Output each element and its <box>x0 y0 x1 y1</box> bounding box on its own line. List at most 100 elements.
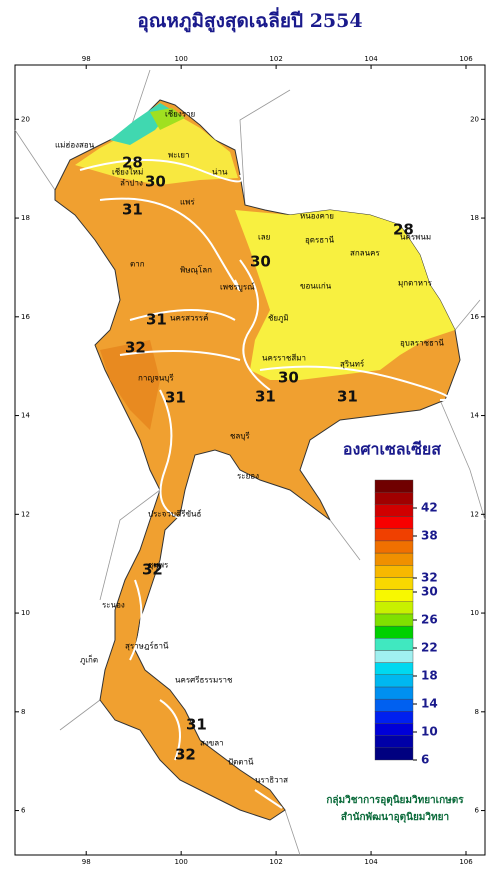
legend-swatch <box>374 540 414 554</box>
contour-label: 31 <box>146 311 167 329</box>
y-tick-label: 18 <box>470 214 479 222</box>
province: นครพนม <box>400 233 431 242</box>
contour-label: 31 <box>165 389 186 407</box>
x-tick-label: 104 <box>364 858 378 866</box>
province: อุบลราชธานี <box>400 339 444 348</box>
province: พิษณุโลก <box>180 265 212 275</box>
contour-label: 28 <box>393 221 414 239</box>
legend-label: 26 <box>421 613 438 627</box>
legend-swatch <box>374 601 414 615</box>
y-tick-label: 10 <box>21 609 30 617</box>
legend-swatch <box>374 565 414 578</box>
province: เชียงราย <box>165 110 195 119</box>
contour-label: 28 <box>122 154 143 172</box>
legend-swatch <box>374 625 414 639</box>
contour-label: 30 <box>278 369 299 387</box>
x-tick-label: 104 <box>364 55 378 63</box>
province: ชุมพร <box>148 561 169 570</box>
legend-label: 38 <box>421 529 438 543</box>
legend-label: 30 <box>421 585 438 599</box>
legend-title: องศาเซลเซียส <box>343 440 441 459</box>
x-tick-label: 98 <box>82 858 91 866</box>
province: ลำปาง <box>120 179 143 188</box>
province: แม่ฮ่องสอน <box>55 141 95 150</box>
y-tick-label: 16 <box>21 313 30 321</box>
contour-label: 32 <box>125 339 146 357</box>
province: สกลนคร <box>350 249 380 258</box>
y-tick-label: 12 <box>470 510 479 518</box>
legend-swatch <box>374 674 414 688</box>
province: หนองคาย <box>300 212 334 221</box>
y-tick-label: 6 <box>475 807 480 815</box>
legend-swatch <box>374 479 414 493</box>
legend-swatch <box>374 747 414 761</box>
province: ขอนแก่น <box>300 282 332 291</box>
province: เลย <box>258 233 270 242</box>
province: ระนอง <box>102 601 125 610</box>
contour-label: 32 <box>175 746 196 764</box>
legend-swatch <box>374 711 414 724</box>
y-tick-label: 12 <box>21 510 30 518</box>
y-tick-label: 18 <box>21 214 30 222</box>
province: กาญจนบุรี <box>138 374 174 383</box>
map-title: อุณหภูมิสูงสุดเฉลี่ยปี 2554 <box>137 7 362 33</box>
north-area <box>75 105 238 185</box>
legend-swatch <box>374 589 414 602</box>
north-green <box>150 108 185 130</box>
province: นครราชสีมา <box>262 354 306 363</box>
y-tick-label: 10 <box>470 609 479 617</box>
contour-label: 32 <box>142 561 163 579</box>
contours <box>79 159 450 809</box>
legend-label: 10 <box>421 725 438 739</box>
y-tick-label: 14 <box>470 412 479 420</box>
legend-label: 18 <box>421 669 438 683</box>
province: สุรินทร์ <box>340 359 365 369</box>
province: ภูเก็ต <box>80 655 98 666</box>
province: แพร่ <box>180 198 195 207</box>
legend-swatch <box>374 650 414 663</box>
x-tick-label: 102 <box>269 55 282 63</box>
legend-label: 22 <box>421 641 438 655</box>
y-tick-label: 6 <box>21 807 26 815</box>
province: มุกดาหาร <box>398 279 433 288</box>
contour-label: 31 <box>255 388 276 406</box>
province: เชียงใหม่ <box>112 168 143 177</box>
legend-label: 6 <box>421 753 429 767</box>
cool-area <box>235 210 455 380</box>
hot-area <box>100 340 160 430</box>
province: ตาก <box>130 260 145 269</box>
x-tick-label: 106 <box>459 55 473 63</box>
x-tick-label: 102 <box>269 858 282 866</box>
contour-labels: 28 30 31 30 28 31 32 30 31 31 31 32 31 3… <box>122 154 414 764</box>
province: เพชรบูรณ์ <box>220 282 255 293</box>
contour-label: 30 <box>250 253 271 271</box>
legend-label: 42 <box>421 501 438 515</box>
province: ปัตตานี <box>228 758 254 767</box>
province: ระยอง <box>237 472 259 481</box>
province: ประจวบคีรีขันธ์ <box>148 509 202 519</box>
legend-swatch <box>374 491 414 505</box>
y-tick-label: 20 <box>470 115 479 123</box>
credit: กลุ่มวิชาการอุตุนิยมวิทยาเกษตร <box>326 794 464 806</box>
credit: สำนักพัฒนาอุตุนิยมวิทยา <box>341 811 449 823</box>
legend-swatch <box>374 552 414 566</box>
province: น่าน <box>212 168 228 177</box>
y-tick-label: 8 <box>21 708 25 716</box>
legend-swatch <box>374 723 414 736</box>
province: นครศรีธรรมราช <box>175 676 233 685</box>
legend-swatch <box>374 504 414 517</box>
y-tick-label: 14 <box>21 412 30 420</box>
x-tick-label: 106 <box>459 858 473 866</box>
y-tick-label: 16 <box>470 313 479 321</box>
legend-swatch <box>374 528 414 542</box>
contour-label: 31 <box>337 388 358 406</box>
contour-label: 30 <box>145 173 166 191</box>
province: สุราษฎร์ธานี <box>125 641 169 651</box>
province: ชัยภูมิ <box>268 314 289 324</box>
legend-swatch <box>374 698 414 712</box>
province: พะเยา <box>168 151 189 160</box>
legend-swatch <box>374 638 414 651</box>
province: นราธิวาส <box>255 776 288 785</box>
